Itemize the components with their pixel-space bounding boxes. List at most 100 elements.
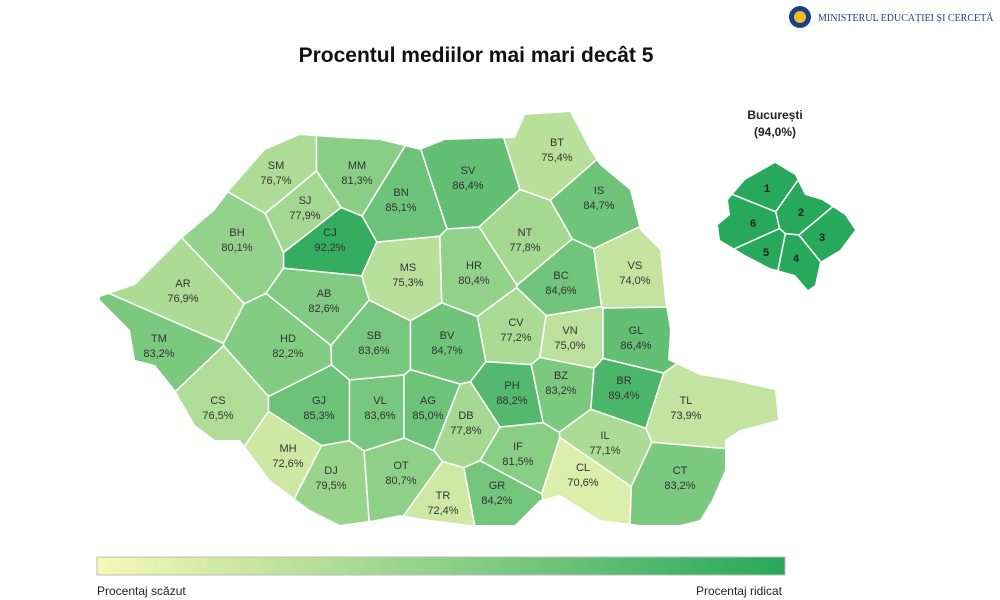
county-value-label: 84,2% [481,495,512,507]
county-code: BV [440,330,455,342]
sector-label: 3 [819,232,825,244]
county-value-label: 85,3% [303,410,334,422]
county-value-label: 83,6% [358,345,389,357]
county-code: TL [680,395,693,407]
county-value-label: 80,4% [458,275,489,287]
county-code: VS [628,260,643,272]
county-code: GJ [312,395,326,407]
map-title: Procentul mediilor mai mari decât 5 [299,44,654,67]
county-code: CS [210,395,225,407]
county-code: SJ [299,195,312,207]
county-value-label: 84,7% [583,200,614,212]
county-code: BT [550,137,564,149]
county-value-label: 75,4% [541,152,572,164]
county-code: CT [673,465,688,477]
county-code: TM [151,333,167,345]
sector-label: 2 [798,207,804,219]
legend-low: Procentaj scăzut [97,584,186,598]
county-value-label: 86,4% [620,340,651,352]
sector-label: 1 [764,183,770,195]
county-value-label: 72,4% [427,505,458,517]
bucharest-title: București [747,108,802,122]
county-value-label: 77,1% [589,445,620,457]
county-value-label: 80,7% [385,475,416,487]
ministry-logo: MINISTERUL EDUCAȚIEI ȘI CERCETĂ [789,6,994,28]
county-value-label: 77,9% [289,210,320,222]
county-value-label: 83,6% [364,410,395,422]
county-code: CL [576,462,590,474]
county-code: HD [280,333,296,345]
county-value-label: 75,3% [392,277,423,289]
county-code: MH [279,443,296,455]
county-value-label: 85,1% [385,202,416,214]
county-value-label: 81,3% [341,175,372,187]
county-value-label: 79,5% [315,480,346,492]
county-code: BR [616,375,631,387]
county-value-label: 89,4% [608,390,639,402]
county-value-label: 83,2% [143,348,174,360]
sector-label: 6 [750,218,756,230]
county-code: AR [175,278,190,290]
county-value-label: 84,6% [545,285,576,297]
county-value-label: 70,6% [567,477,598,489]
county-value-label: 83,2% [545,385,576,397]
county-value-label: 81,5% [502,456,533,468]
county-code: PH [504,380,519,392]
county-code: MS [400,262,417,274]
county-value-label: 76,5% [202,410,233,422]
county-code: AB [317,288,332,300]
county-code: BZ [554,370,568,382]
county-code: GL [629,325,644,337]
ministry-name: MINISTERUL EDUCAȚIEI ȘI CERCETĂ [818,12,994,24]
county-value-label: 92,2% [314,242,345,254]
county-value-label: 75,0% [554,340,585,352]
county-code: CV [508,317,524,329]
county-code: SB [367,330,382,342]
county-value-label: 76,9% [167,293,198,305]
county-code: VL [373,395,386,407]
bucharest-inset: București (94,0%) 1 2 3 4 5 6 [718,108,855,290]
county-code: VN [562,325,577,337]
county-value-label: 83,2% [664,480,695,492]
county-code: SV [461,165,476,177]
county-code: BH [229,227,244,239]
county-layer: SM 76,7% MM 81,3% BT 75,4% SV 86,4% BN 85,1% IS 84,… [100,112,778,525]
county-value-label: 72,6% [272,458,303,470]
sector-shapes [718,163,855,290]
county-value-label: 85,0% [412,410,443,422]
county-code: BN [393,187,408,199]
county-code: IL [600,430,609,442]
county-code: HR [466,260,482,272]
county-code: DJ [324,465,337,477]
county-shapes [100,112,778,525]
county-code: BC [553,270,568,282]
county-value-label: 76,7% [260,175,291,187]
county-code: IS [594,185,604,197]
sector-label: 5 [763,247,769,259]
county [645,288,778,456]
county-code: DB [458,410,473,422]
county-value-label: 77,8% [450,425,481,437]
county-value-label: 77,8% [509,242,540,254]
county-value-label: 88,2% [496,395,527,407]
bucharest-value-label: (94,0%) [754,125,796,139]
county-code: GR [489,480,506,492]
legend-high: Procentaj ridicat [696,584,783,598]
county-value-label: 86,4% [452,180,483,192]
county-code: NT [518,227,533,239]
county-code: IF [513,441,523,453]
county-value-label: 82,6% [308,303,339,315]
county-code: AG [420,395,436,407]
county-value-label: 74,0% [619,275,650,287]
legend-gradient [96,556,786,576]
county-code: SM [268,160,285,172]
county-value-label: 73,9% [670,410,701,422]
county [628,441,778,525]
county-value-label: 82,2% [272,348,303,360]
county-value-label: 77,2% [500,332,531,344]
county-value-label: 80,1% [221,242,252,254]
county [409,301,487,385]
county-value-label: 84,7% [431,345,462,357]
